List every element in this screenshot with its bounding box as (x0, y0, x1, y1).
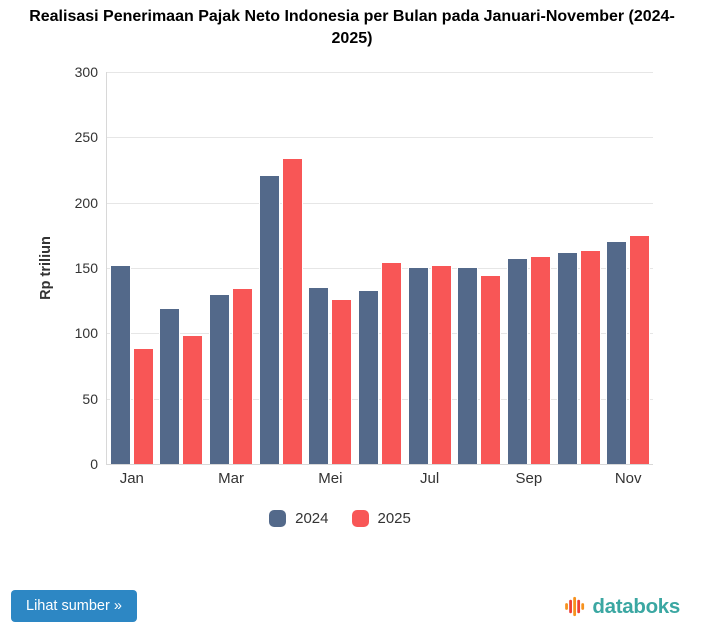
x-axis-tick-label: Nov (614, 470, 642, 487)
bar-group (256, 72, 306, 464)
y-axis-tick-label: 200 (74, 194, 98, 211)
legend-label: 2024 (295, 510, 329, 527)
bar-2024[interactable] (209, 294, 231, 464)
bar-group (206, 72, 256, 464)
bar-2024[interactable] (606, 241, 628, 464)
bar-2025[interactable] (480, 274, 502, 464)
gridline (107, 398, 653, 400)
legend: 2024 2025 (0, 510, 680, 527)
y-axis-title: Rp triliun (38, 236, 54, 300)
bar-group (405, 72, 455, 464)
y-axis-labels: 0 50 100 150 200 250 300 (56, 64, 98, 472)
y-axis-tick-label: 150 (74, 260, 98, 276)
gridline (107, 137, 653, 139)
bar-2025[interactable] (132, 347, 154, 464)
bar-group (355, 72, 405, 464)
y-axis-tick-label: 100 (74, 325, 98, 342)
x-axis-tick-label: Mar (218, 470, 244, 487)
x-axis-tick-label: Sep (515, 470, 543, 487)
bar-group (504, 72, 554, 464)
x-axis-tick-label: Jul (420, 470, 440, 487)
plot-area (106, 72, 653, 465)
gridline (107, 72, 653, 73)
source-button[interactable]: Lihat sumber » (11, 590, 137, 622)
bar-2025[interactable] (232, 287, 254, 464)
bar-group (306, 72, 356, 464)
bar-2024[interactable] (109, 264, 131, 464)
bar-group (107, 72, 157, 464)
bar-2024[interactable] (159, 307, 181, 464)
bar-2024[interactable] (457, 266, 479, 464)
y-axis-tick-label: 300 (74, 64, 98, 80)
bar-2024[interactable] (358, 290, 380, 464)
legend-label: 2025 (377, 510, 411, 527)
brand-logo[interactable]: databoks (564, 594, 680, 619)
gridline (107, 268, 653, 269)
bar-2024[interactable] (407, 266, 429, 464)
y-axis-tick-label: 50 (82, 390, 98, 407)
bar-group (454, 72, 504, 464)
legend-item-2024[interactable]: 2024 (269, 510, 329, 527)
x-axis-tick-label: Jan (119, 470, 144, 487)
gridline (107, 333, 653, 335)
bar-2025[interactable] (281, 158, 303, 464)
legend-item-2025[interactable]: 2025 (351, 510, 411, 527)
bar-group (603, 72, 653, 464)
gridline (107, 202, 653, 204)
bar-2025[interactable] (629, 234, 651, 464)
bar-2024[interactable] (258, 175, 280, 464)
bar-2024[interactable] (556, 252, 578, 464)
chart-title: Realisasi Penerimaan Pajak Neto Indonesi… (29, 8, 675, 48)
y-axis-tick-label: 250 (74, 129, 98, 146)
bar-2025[interactable] (182, 335, 204, 464)
brand-name: databoks (592, 594, 680, 618)
equalizer-bars-icon (564, 594, 589, 619)
bar-2025[interactable] (381, 262, 403, 464)
x-axis-labels: Jan Mar Mei Jul Sep Nov (107, 470, 653, 490)
bar-2025[interactable] (430, 265, 452, 464)
legend-swatch (269, 510, 287, 527)
bar-2025[interactable] (529, 255, 551, 464)
bar-2025[interactable] (331, 298, 353, 464)
bar-2025[interactable] (579, 250, 601, 464)
bar-2024[interactable] (308, 286, 330, 464)
bar-group (554, 72, 604, 464)
legend-swatch (351, 510, 369, 527)
y-axis-tick-label: 0 (90, 456, 98, 472)
bar-groups (107, 72, 653, 464)
bar-2024[interactable] (506, 258, 528, 464)
bar-group (157, 72, 207, 464)
x-axis-tick-label: Mei (318, 470, 343, 487)
